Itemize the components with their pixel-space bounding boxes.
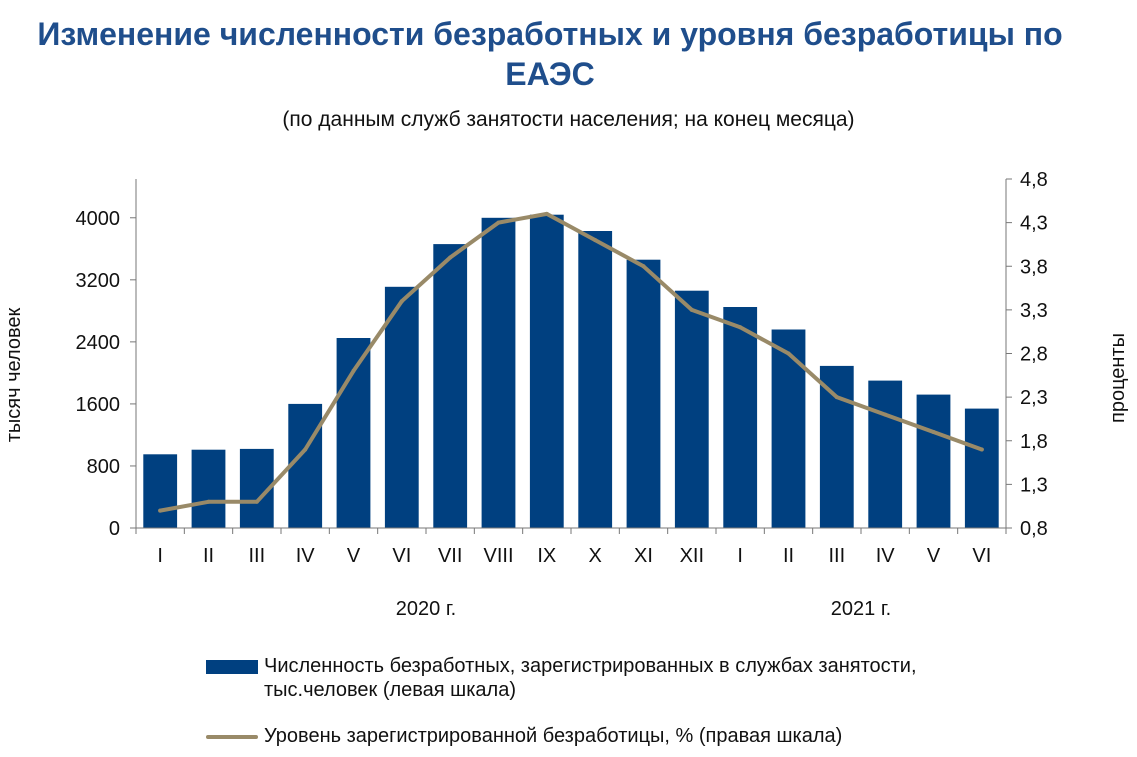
right-tick-label-8: 4,8 [1020,169,1048,191]
x-tick-label-11: XII [680,545,704,567]
bar-7 [481,217,516,529]
legend-bar-swatch [206,660,258,674]
bar-12 [723,307,758,528]
line-point-11 [689,307,694,312]
x-tick-label-17: VI [972,545,991,567]
x-tick-label-1: II [203,545,214,567]
bar-13 [771,329,806,528]
x-tick-label-13: II [783,545,794,567]
right-tick-label-4: 2,8 [1020,344,1048,366]
right-tick-label-0: 0,8 [1020,518,1048,540]
x-tick-label-14: III [828,545,845,567]
left-axis-title: тысяч человек [3,307,25,442]
bar-14 [819,365,854,528]
line-point-10 [641,264,646,269]
legend-line-swatch [206,735,258,739]
left-tick-label-5: 4000 [76,208,121,230]
right-axis-title: проценты [1107,333,1129,423]
left-tick-label-1: 800 [87,456,120,478]
legend-bars-label-line2: тыс.человек (левая шкала) [264,679,516,701]
bar-9 [578,231,613,528]
left-tick-label-0: 0 [109,518,120,540]
right-tick-label-2: 1,8 [1020,431,1048,453]
line-point-17 [979,447,984,452]
combo-chart: 0 800 1600 2400 3200 4000 0,8 1,3 1,8 2,3 2,8 3,3 3,… [3,169,1129,620]
bar-17 [964,408,999,528]
legend-item-line: Уровень зарегистрированной безработицы, … [206,724,842,748]
left-tick-label-2: 1600 [76,394,121,416]
x-tick-label-4: V [347,545,361,567]
legend-bars-label-line1: Численность безработных, зарегистрирован… [264,655,917,677]
bar-3 [288,403,323,528]
legend-item-bars: Численность безработных, зарегистрирован… [206,654,917,702]
line-point-0 [158,508,163,513]
x-tick-label-2: III [248,545,265,567]
bar-5 [384,286,419,528]
line-point-7 [496,220,501,225]
right-tick-label-3: 2,3 [1020,387,1048,409]
line-point-12 [738,325,743,330]
legend-line-label: Уровень зарегистрированной безработицы, … [264,725,843,747]
x-tick-label-5: VI [392,545,411,567]
left-tick-label-3: 2400 [76,332,121,354]
line-point-14 [834,395,839,400]
line-point-15 [883,412,888,417]
right-tick-label-7: 4,3 [1020,213,1048,235]
right-tick-label-1: 1,3 [1020,474,1048,496]
bar-8 [529,214,564,528]
line-point-6 [448,255,453,260]
bar-10 [626,259,661,528]
x-tick-label-15: IV [876,545,896,567]
line-point-1 [206,499,211,504]
line-point-5 [399,299,404,304]
line-point-16 [931,430,936,434]
x-tick-label-7: VIII [483,545,513,567]
line-point-8 [544,211,549,216]
x-tick-label-12: I [737,545,743,567]
x-tick-label-0: I [157,545,163,567]
unemployment-rate-line [158,211,984,513]
x-tick-label-16: V [927,545,941,567]
left-tick-label-4: 3200 [76,270,121,292]
line-point-3 [303,447,308,452]
line-point-13 [786,351,791,356]
line-point-4 [351,368,356,373]
right-tick-label-6: 3,8 [1020,256,1048,278]
line-point-2 [254,499,259,504]
line-point-9 [593,238,598,243]
x-tick-label-9: X [588,545,601,567]
bar-11 [674,290,709,528]
chart-subtitle: (по данным служб занятости населения; на… [282,108,855,131]
right-tick-label-5: 3,3 [1020,300,1048,322]
bar-4 [336,338,371,528]
x-tick-label-3: IV [296,545,316,567]
year-label-0: 2020 г. [396,598,456,620]
x-tick-label-10: XI [634,545,653,567]
bar-1 [191,449,226,528]
x-tick-label-8: IX [537,545,556,567]
bar-0 [143,454,178,528]
bar-6 [433,244,468,528]
bar-15 [868,380,903,528]
x-tick-label-6: VII [438,545,462,567]
chart-title: Изменение численности безработных и уров… [37,16,1063,92]
year-label-1: 2021 г. [831,598,891,620]
bar-16 [916,394,951,528]
